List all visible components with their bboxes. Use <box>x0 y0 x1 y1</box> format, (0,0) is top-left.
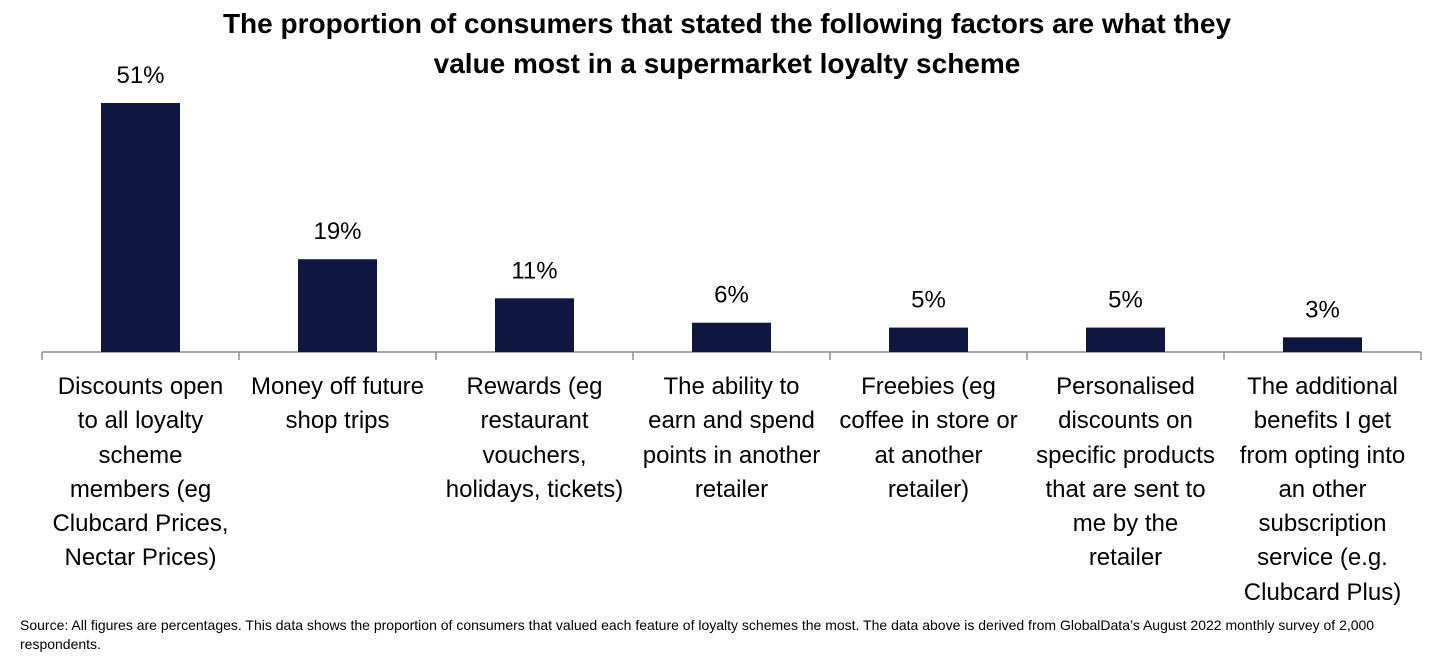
category-label: The ability to earn and spend points in an… <box>634 370 830 507</box>
data-label: 51% <box>116 62 164 89</box>
bar <box>692 322 771 352</box>
chart-title-line-1: The proportion of consumers that stated … <box>222 8 1232 39</box>
source-note: Source: All figures are percentages. Thi… <box>20 617 1375 652</box>
category-label: The additional benefits I get from opting … <box>1225 370 1421 610</box>
category-label-line: Discounts open <box>57 373 224 400</box>
data-label: 5% <box>911 287 946 314</box>
category-label-line: coffee in store or <box>839 407 1018 435</box>
category-label-line: an other <box>1278 475 1367 503</box>
data-label: 11% <box>511 257 557 284</box>
bar <box>495 298 574 352</box>
category-label-line: Freebies (eg <box>861 373 996 400</box>
category-label-line: The ability to <box>663 373 800 400</box>
bar <box>889 327 968 352</box>
category-label: Personalised discounts on specific product… <box>1028 370 1224 576</box>
category-label-line: Clubcard Prices, <box>52 510 229 538</box>
category-label-line: retailer <box>1088 544 1163 572</box>
category-label-line: at another <box>874 441 983 469</box>
category-label-line: members (eg <box>69 475 212 503</box>
category-label-line: The additional <box>1247 373 1398 400</box>
category-label-line: Money off future <box>251 373 424 400</box>
category-label-line: shop trips <box>285 407 390 435</box>
category-label-line: discounts on <box>1058 407 1193 435</box>
category-label-line: holidays, tickets) <box>445 475 624 503</box>
bar <box>1283 337 1362 352</box>
category-label-line: that are sent to <box>1045 475 1206 503</box>
category-label-line: from opting into <box>1239 441 1406 469</box>
category-label-line: Nectar Prices) <box>64 544 217 572</box>
category-label-line: Rewards (eg <box>466 373 603 400</box>
data-label: 6% <box>714 282 749 309</box>
category-label-line: retailer) <box>887 475 970 503</box>
chart-title: The proportion of consumers that stated … <box>0 4 1454 84</box>
category-label-line: vouchers, <box>482 441 587 469</box>
category-label: Rewards (eg restaurant vouchers, holidays, … <box>437 370 633 507</box>
category-label-line: specific products <box>1036 441 1215 469</box>
data-label: 19% <box>313 218 361 245</box>
category-label-line: service (e.g. <box>1257 544 1388 572</box>
category-label: Money off future shop trips <box>240 370 436 439</box>
data-label: 5% <box>1108 287 1143 314</box>
data-label: 3% <box>1305 296 1340 323</box>
category-label-line: Clubcard Plus) <box>1243 578 1402 606</box>
category-label-line: points in another <box>642 441 821 469</box>
chart-title-line-2: value most in a supermarket loyalty sche… <box>433 48 1021 79</box>
category-label-line: scheme <box>98 441 183 469</box>
category-label-line: me by the <box>1072 510 1179 538</box>
bar <box>101 103 180 352</box>
bar <box>298 259 377 352</box>
category-label-line: to all loyalty <box>77 407 204 435</box>
category-label-line: subscription <box>1258 510 1387 538</box>
category-label: Freebies (eg coffee in store or at another… <box>831 370 1027 507</box>
category-label-line: Personalised <box>1056 373 1195 400</box>
category-label-line: retailer <box>694 475 769 503</box>
category-label: Discounts open to all loyalty scheme member… <box>43 370 239 576</box>
category-label-line: earn and spend <box>648 407 815 435</box>
bar <box>1086 327 1165 352</box>
category-label-line: benefits I get <box>1253 407 1392 435</box>
category-label-line: restaurant <box>480 407 589 435</box>
